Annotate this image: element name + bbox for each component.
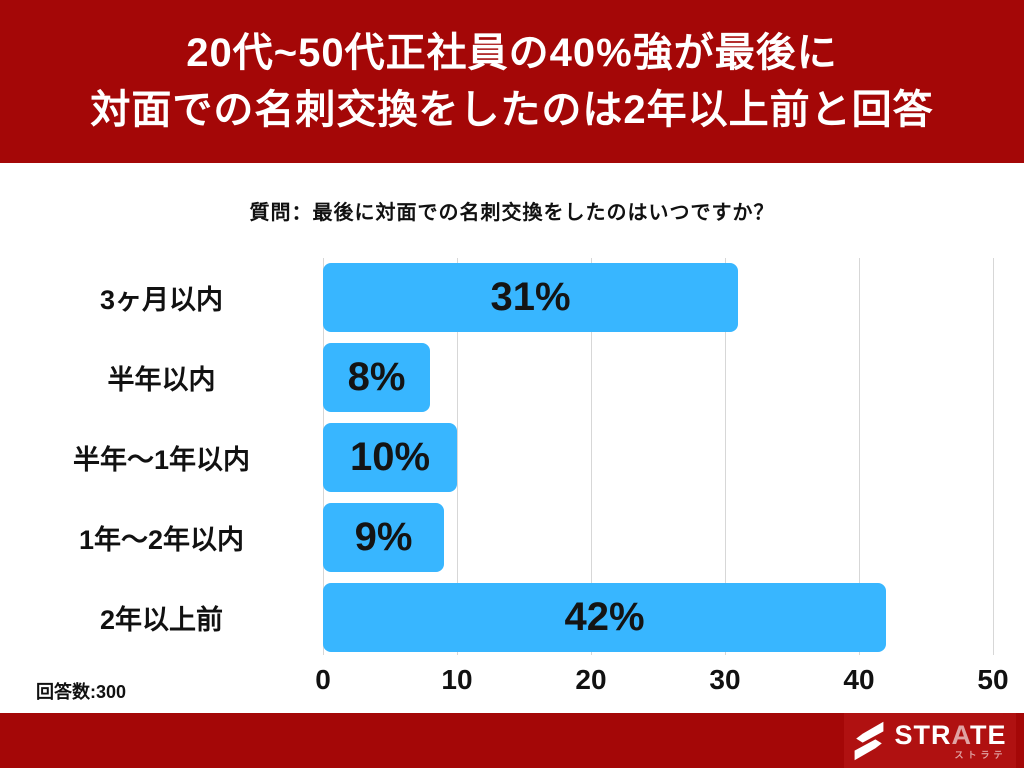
- strate-logo-icon: [853, 721, 885, 761]
- category-label: 半年以内: [107, 365, 216, 395]
- brand-text-group: STRATE ストラテ: [894, 719, 1007, 760]
- bar-value-label: 42%: [564, 595, 645, 639]
- x-tick-label: 20: [575, 664, 607, 695]
- page-title-line-1: 20代~50代正社員の40%強が最後に: [186, 30, 838, 75]
- bar-value-label: 9%: [354, 515, 413, 559]
- strate-logo: STRATE ストラテ: [844, 713, 1016, 768]
- bar-1年〜2年以内: 9%: [323, 503, 444, 572]
- brand-subtitle: ストラテ: [954, 749, 1007, 760]
- title-banner: 20代~50代正社員の40%強が最後に 対面での名刺交換をしたのは2年以上前と回…: [0, 0, 1024, 163]
- x-tick-label: 10: [441, 664, 473, 695]
- category-label: 2年以上前: [99, 605, 224, 635]
- category-label: 半年〜1年以内: [72, 445, 251, 475]
- x-tick-label: 0: [315, 664, 331, 695]
- page-title-line-2: 対面での名刺交換をしたのは2年以上前と回答: [90, 87, 934, 132]
- category-label: 1年〜2年以内: [78, 525, 245, 555]
- bar-半年〜1年以内: 10%: [323, 423, 457, 492]
- gridline-30: [725, 258, 726, 655]
- gridline-10: [457, 258, 458, 655]
- bar-value-label: 8%: [347, 355, 406, 399]
- bar-2年以上前: 42%: [323, 583, 886, 652]
- bar-value-label: 31%: [490, 275, 571, 319]
- x-tick-label: 50: [977, 664, 1009, 695]
- brand-name: STRATE: [894, 719, 1007, 750]
- survey-question: 質問：最後に対面での名刺交換をしたのはいつですか？: [249, 202, 775, 224]
- bar-半年以内: 8%: [323, 343, 430, 412]
- gridline-40: [859, 258, 860, 655]
- gridline-20: [591, 258, 592, 655]
- respondent-count: 回答数:300: [36, 682, 127, 702]
- category-label: 3ヶ月以内: [99, 285, 224, 315]
- bar-value-label: 10%: [349, 435, 431, 479]
- x-tick-label: 30: [709, 664, 741, 695]
- footer-bar: STRATE ストラテ: [0, 713, 1024, 768]
- bar-3ヶ月以内: 31%: [323, 263, 738, 332]
- gridline-50: [993, 258, 994, 655]
- x-tick-label: 40: [843, 664, 875, 695]
